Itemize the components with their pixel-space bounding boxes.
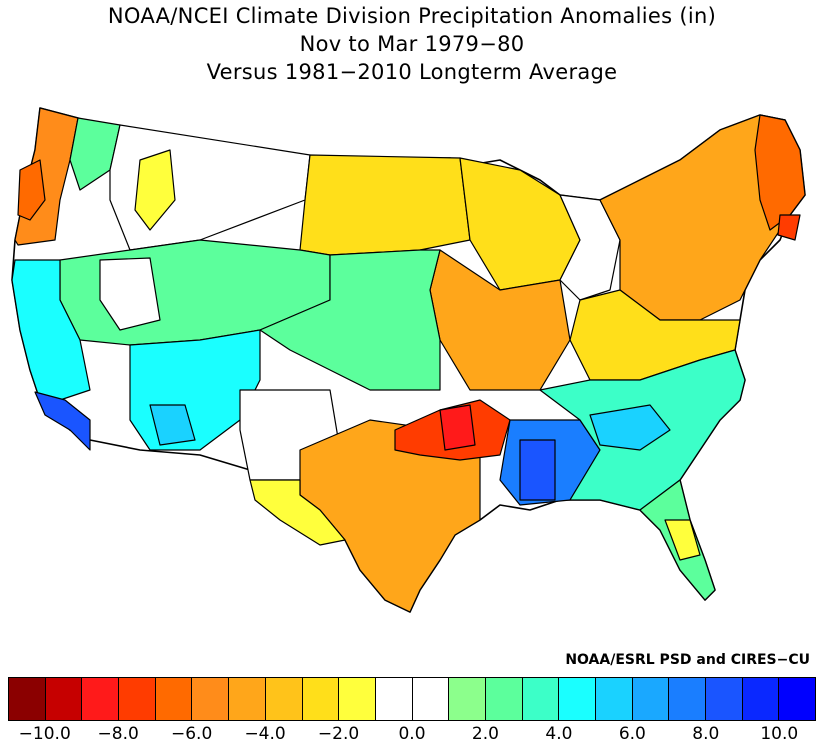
color-scale-tick-label: −6.0 [170,724,213,744]
color-swatch [339,678,376,720]
color-scale-tick-label: −8.0 [97,724,139,744]
color-swatch [522,678,560,720]
region-southern-california [34,391,91,451]
region-mississippi-deep-blue [519,439,556,501]
color-scale-tick-label: −10.0 [18,724,71,744]
color-swatch [632,678,670,720]
map-title: NOAA/NCEI Climate Division Precipitation… [0,2,824,86]
color-scale-tick-label: 8.0 [692,724,720,744]
color-swatch [485,678,523,720]
color-scale-tick-label: 4.0 [545,724,573,744]
color-scale-tick-label: 6.0 [618,724,646,744]
title-line-2: Nov to Mar 1979−80 [299,32,525,56]
region-west-texas [249,479,346,546]
color-swatch [192,678,230,720]
region-central-plains [259,249,441,391]
color-scale-tick-label: 0.0 [398,724,426,744]
title-line-3: Versus 1981−2010 Longterm Average [206,60,618,84]
region-pnw-red [17,159,46,221]
region-nevada-white [99,257,161,331]
color-swatch [119,678,156,720]
color-swatch [155,678,193,720]
color-swatch [596,678,633,720]
color-swatch [45,678,83,720]
color-swatch [229,678,266,720]
color-scale-ticks: −10.0 −8.0 −6.0 −4.0 −2.0 0.0 2.0 4.0 6.0 8.0 10.0 [0,724,824,744]
credit-label: NOAA/ESRL PSD and CIRES−CU [565,652,810,668]
title-line-1: NOAA/NCEI Climate Division Precipitation… [107,4,717,28]
region-arizona-blue [149,404,196,446]
region-northern-plains [299,154,471,256]
color-swatch [82,678,120,720]
color-swatch [706,678,743,720]
color-swatch [412,678,450,720]
color-swatch [449,678,486,720]
color-swatch [9,678,46,720]
color-scale-bar [8,677,816,721]
color-scale-tick-label: −2.0 [317,724,360,744]
color-swatch [559,678,596,720]
color-scale-tick-label: 10.0 [760,724,799,744]
color-swatch [302,678,340,720]
color-swatch [669,678,707,720]
color-swatch [375,678,413,720]
region-pnw-green [69,117,121,191]
region-idaho-yellow [134,149,176,231]
color-swatch [742,678,780,720]
color-scale-tick-label: 2.0 [471,724,499,744]
region-florida-yellow [664,519,701,561]
region-mass-red [777,214,801,241]
region-arkansas-deep-red [439,404,476,451]
region-georgia-blue [589,404,671,451]
color-scale-tick-label: −4.0 [244,724,286,744]
color-swatch [265,678,303,720]
color-swatch [779,678,816,720]
